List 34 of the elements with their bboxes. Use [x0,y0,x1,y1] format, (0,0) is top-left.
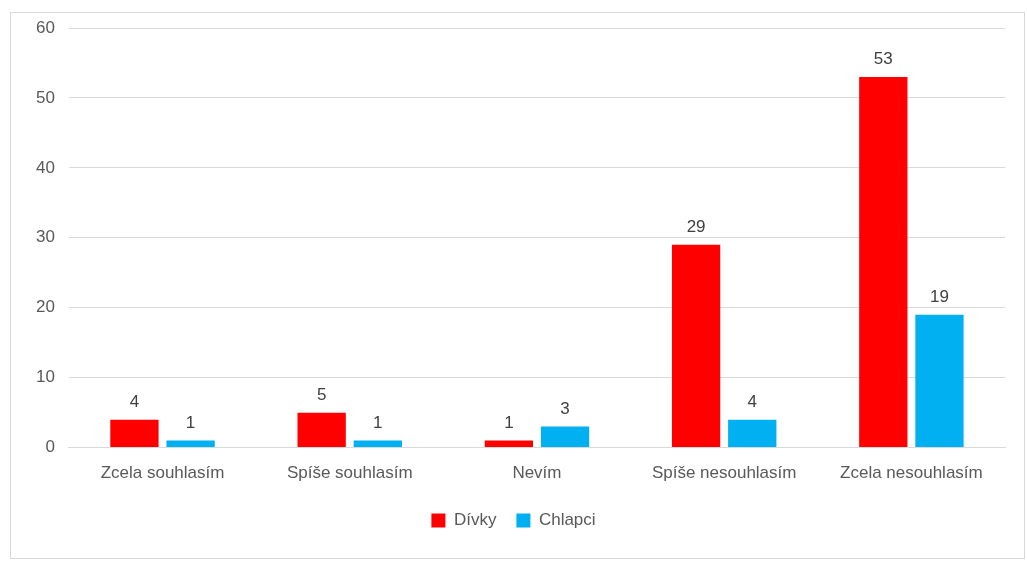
y-tick-label: 60 [35,17,55,37]
bar [540,426,590,448]
legend-label: Dívky [453,510,497,530]
bar [110,419,159,448]
x-tick-label: Spíše souhlasím [286,463,413,483]
y-tick-label: 20 [35,297,55,317]
bar [484,440,534,448]
data-label: 4 [129,391,140,411]
y-tick-label: 30 [35,227,55,247]
bar [671,244,721,448]
bar [728,419,777,448]
data-label: 53 [873,49,893,69]
legend-label: Chlapci [538,510,596,530]
y-tick-label: 10 [35,367,55,387]
x-tick-label: Zcela souhlasím [100,463,225,483]
y-tick-label: 40 [35,157,55,177]
bar [166,440,215,448]
data-label: 1 [185,412,196,432]
data-label: 1 [373,412,383,432]
data-label: 3 [560,398,570,418]
data-label: 1 [504,412,514,432]
bar [297,412,346,448]
bar [859,76,908,448]
x-tick-label: Nevím [512,463,562,483]
data-label: 5 [316,384,327,404]
y-tick-label: 50 [35,87,55,107]
x-tick-label: Spíše nesouhlasím [651,463,797,483]
data-label: 19 [930,286,949,306]
y-tick-label: 0 [45,437,55,457]
bar [915,314,964,448]
bar [353,440,402,448]
x-tick-label: Zcela nesouhlasím [840,463,983,483]
data-label: 29 [686,216,706,236]
data-label: 4 [747,391,757,411]
